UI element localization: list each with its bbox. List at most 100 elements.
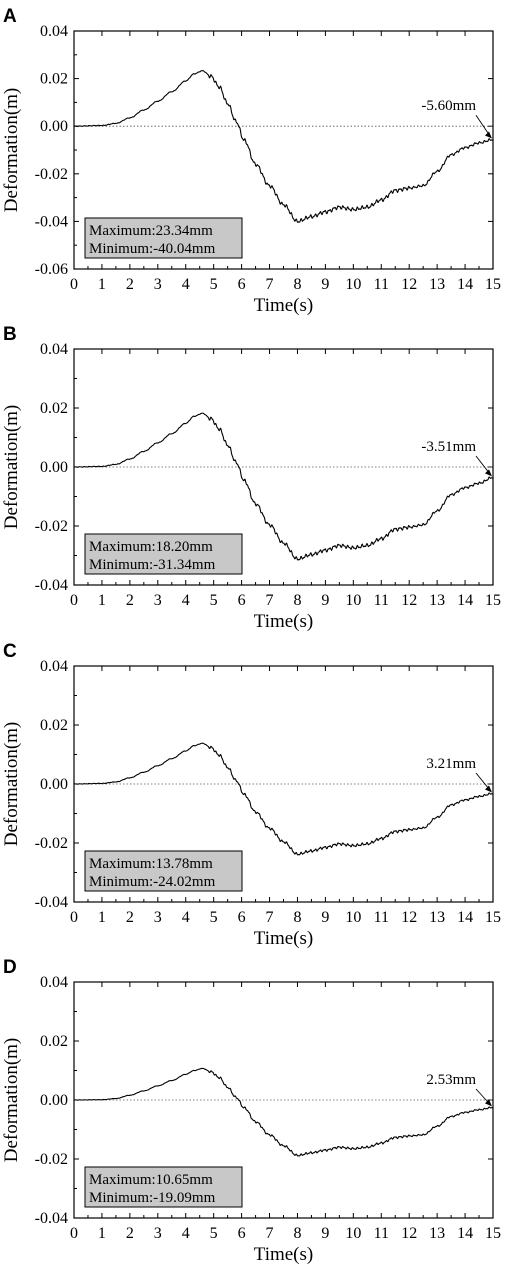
annotation-arrow-head: [485, 131, 492, 139]
annotation-arrow-head: [485, 1099, 492, 1107]
x-axis-title: Time(s): [254, 1244, 313, 1265]
x-tick-label: 11: [374, 1225, 389, 1242]
chart-panel-b: B0 1 2 3 4 5 6 7 8 9 10 11 12 13 14 150.040.020.00-0.02…: [1, 324, 501, 632]
stats-box: [84, 217, 243, 259]
x-tick-label: 2: [126, 276, 134, 293]
x-tick-label: 8: [293, 276, 301, 293]
x-tick-label: 8: [293, 1225, 301, 1242]
x-tick-label: 1: [98, 276, 106, 293]
x-tick-label: 15: [485, 1225, 501, 1242]
x-tick-label: 8: [293, 592, 301, 609]
x-axis-title: Time(s): [254, 928, 313, 949]
chart-panel-a: A0 1 2 3 4 5 6 7 8 9 10 11 12 13 14 150.040.020.00-0.02…: [1, 6, 501, 316]
y-tick-label: -0.02: [35, 166, 68, 183]
x-tick-label: 14: [457, 276, 473, 293]
x-tick-label: 5: [210, 276, 218, 293]
y-tick-label: -0.04: [35, 1210, 68, 1227]
x-tick-label: 15: [485, 276, 501, 293]
x-tick-label: 0: [70, 1225, 78, 1242]
panel-letter: C: [3, 641, 17, 662]
x-tick-label: 10: [345, 909, 361, 926]
x-tick-label: 11: [374, 276, 389, 293]
y-tick-label: 0.02: [40, 717, 68, 734]
x-tick-label: 3: [154, 909, 162, 926]
stats-max-text: Maximum:10.65mm: [89, 1172, 213, 1188]
stats-min-text: Minimum:-40.04mm: [89, 241, 216, 257]
stats-min-text: Minimum:-19.09mm: [89, 1190, 216, 1206]
x-tick-label: 13: [429, 1225, 445, 1242]
panel-letter: D: [3, 957, 17, 978]
x-axis-title: Time(s): [254, 295, 313, 316]
stats-box: [84, 533, 243, 575]
y-tick-label: 0.04: [40, 341, 68, 358]
x-tick-label: 15: [485, 909, 501, 926]
x-tick-label: 10: [345, 1225, 361, 1242]
y-axis-title: Deformation(m): [1, 88, 22, 213]
x-tick-label: 9: [321, 276, 329, 293]
x-tick-label: 3: [154, 276, 162, 293]
x-tick-label: 7: [266, 909, 274, 926]
y-tick-label: 0.04: [40, 658, 68, 675]
x-tick-label: 14: [457, 592, 473, 609]
x-tick-label: 1: [98, 909, 106, 926]
x-tick-label: 3: [154, 1225, 162, 1242]
final-value-annotation: -3.51mm: [421, 439, 476, 455]
x-tick-label: 3: [154, 592, 162, 609]
x-tick-label: 14: [457, 909, 473, 926]
final-value-annotation: 3.21mm: [426, 756, 476, 772]
y-tick-label: -0.06: [35, 261, 68, 278]
panel-letter: B: [3, 324, 17, 345]
x-tick-label: 2: [126, 592, 134, 609]
y-tick-label: 0.00: [40, 1092, 68, 1109]
chart-panel-c: C0 1 2 3 4 5 6 7 8 9 10 11 12 13 14 150.040.020.00-0.02…: [1, 641, 501, 949]
y-tick-label: 0.02: [40, 71, 68, 88]
x-tick-label: 12: [401, 909, 417, 926]
x-tick-label: 13: [429, 276, 445, 293]
y-tick-label: 0.02: [40, 400, 68, 417]
y-tick-label: -0.04: [35, 577, 68, 594]
x-tick-label: 12: [401, 276, 417, 293]
y-axis-title: Deformation(m): [1, 405, 22, 530]
x-tick-label: 11: [374, 592, 389, 609]
x-tick-label: 1: [98, 1225, 106, 1242]
stats-min-text: Minimum:-24.02mm: [89, 874, 216, 890]
panel-letter: A: [3, 6, 17, 27]
y-tick-label: 0.02: [40, 1033, 68, 1050]
x-tick-label: 6: [238, 909, 246, 926]
stats-max-text: Maximum:23.34mm: [89, 223, 213, 239]
x-tick-label: 5: [210, 1225, 218, 1242]
y-tick-label: -0.02: [35, 518, 68, 535]
x-tick-label: 4: [182, 909, 190, 926]
final-value-annotation: -5.60mm: [421, 98, 476, 114]
x-tick-label: 14: [457, 1225, 473, 1242]
data-series-line: [73, 1067, 494, 1157]
x-tick-label: 9: [321, 592, 329, 609]
y-tick-label: 0.04: [40, 23, 68, 40]
x-tick-label: 2: [126, 909, 134, 926]
stats-box: [84, 1166, 243, 1208]
stats-max-text: Maximum:18.20mm: [89, 539, 213, 555]
x-tick-label: 5: [210, 592, 218, 609]
data-series-line: [73, 412, 494, 561]
x-tick-label: 0: [70, 592, 78, 609]
y-tick-label: 0.00: [40, 776, 68, 793]
y-tick-label: 0.00: [40, 459, 68, 476]
annotation-arrow-head: [485, 785, 492, 793]
x-tick-label: 4: [182, 1225, 190, 1242]
chart-panel-d: D0 1 2 3 4 5 6 7 8 9 10 11 12 13 14 150.040.020.00-0.02…: [1, 957, 501, 1265]
data-series-line: [73, 70, 494, 223]
x-tick-label: 4: [182, 276, 190, 293]
x-tick-label: 11: [374, 909, 389, 926]
stats-box: [84, 850, 243, 892]
x-tick-label: 2: [126, 1225, 134, 1242]
x-tick-label: 7: [266, 592, 274, 609]
x-tick-label: 0: [70, 909, 78, 926]
x-tick-label: 1: [98, 592, 106, 609]
x-tick-label: 10: [345, 276, 361, 293]
x-tick-label: 4: [182, 592, 190, 609]
x-axis-title: Time(s): [254, 611, 313, 632]
y-tick-label: -0.02: [35, 1151, 68, 1168]
x-tick-label: 13: [429, 592, 445, 609]
x-tick-label: 9: [321, 1225, 329, 1242]
